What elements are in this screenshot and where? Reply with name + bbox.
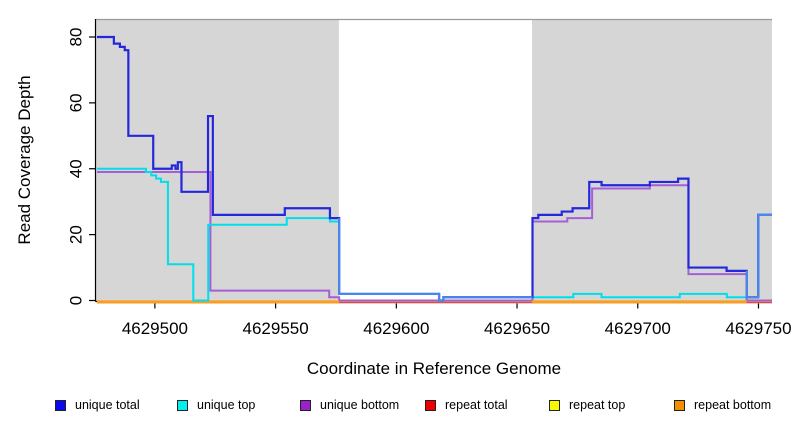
legend-label: unique total xyxy=(75,398,140,412)
legend-label: repeat bottom xyxy=(694,398,772,412)
series-overlap-highlight xyxy=(338,218,533,302)
legend-swatch-unique-total xyxy=(55,399,66,411)
series-overlap-highlight xyxy=(745,213,772,299)
legend-swatch-unique-bottom xyxy=(300,399,311,411)
legend: unique total unique top unique bottom repea… xyxy=(0,396,792,416)
legend-swatch-repeat-bottom xyxy=(674,399,685,411)
legend-swatch-unique-top xyxy=(177,399,188,411)
legend-label: repeat top xyxy=(569,398,626,412)
legend-item-repeat-total: repeat total xyxy=(425,396,508,414)
x-tick-label: 4629600 xyxy=(363,319,429,338)
x-axis-title: Coordinate in Reference Genome xyxy=(306,359,562,378)
legend-item-repeat-bottom: repeat bottom xyxy=(674,396,771,414)
y-tick-label: 20 xyxy=(67,225,86,244)
x-tick-label: 4629700 xyxy=(605,319,671,338)
y-tick-label: 40 xyxy=(67,159,86,178)
legend-swatch-repeat-total xyxy=(425,399,436,411)
y-axis-title: Read Coverage Depth xyxy=(15,75,34,245)
legend-swatch-repeat-top xyxy=(549,399,560,411)
x-tick-label: 4629650 xyxy=(484,319,550,338)
x-tick-label: 4629750 xyxy=(725,319,791,338)
legend-item-unique-total: unique total xyxy=(55,396,140,414)
x-tick-label: 4629550 xyxy=(243,319,309,338)
y-tick-label: 0 xyxy=(67,296,86,305)
y-tick-label: 60 xyxy=(67,93,86,112)
series-unique-top xyxy=(96,167,772,302)
legend-label: unique top xyxy=(197,398,256,412)
legend-item-unique-bottom: unique bottom xyxy=(300,396,399,414)
y-tick-label: 80 xyxy=(67,28,86,47)
legend-label: repeat total xyxy=(445,398,508,412)
highlight-region xyxy=(96,19,339,301)
legend-label: unique bottom xyxy=(320,398,400,412)
x-tick-label: 4629500 xyxy=(122,319,188,338)
legend-item-unique-top: unique top xyxy=(177,396,255,414)
highlight-region xyxy=(532,19,772,301)
legend-item-repeat-top: repeat top xyxy=(549,396,625,414)
